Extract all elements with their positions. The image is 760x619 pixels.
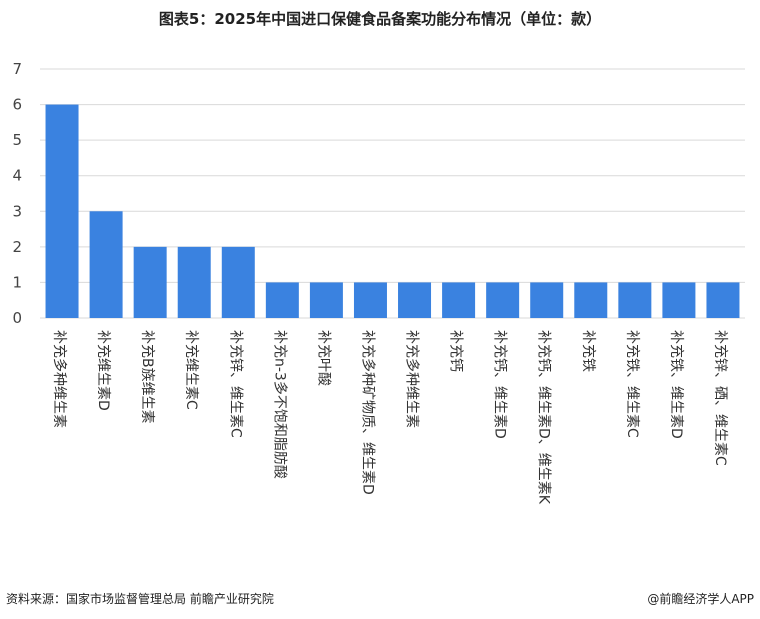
bar [177, 246, 211, 318]
bar [662, 282, 696, 318]
y-tick-label: 4 [12, 167, 22, 185]
x-axis: 补充多种维生素 补充维生素D 补充B族维生素 补充维生素C 补充锌、维生素C 补充n-3多… [51, 330, 728, 505]
x-category-label: 补充维生素C [183, 330, 199, 410]
x-category-label: 补充铁 [580, 330, 596, 372]
bar [309, 282, 343, 318]
grid-layer [40, 68, 745, 319]
y-tick-label: 0 [12, 309, 22, 327]
x-category-label: 补充多种维生素 [404, 330, 421, 428]
bars [45, 104, 740, 318]
bar [574, 282, 608, 318]
bar [45, 104, 79, 318]
brand-credit: @前瞻经济学人APP [647, 592, 754, 606]
y-tick-label: 1 [12, 273, 22, 291]
x-category-label: 补充铁、维生素C [624, 330, 640, 438]
source-note: 资料来源：国家市场监督管理总局 前瞻产业研究院 [6, 592, 274, 606]
x-category-label: 补充n-3多不饱和脂肪酸 [271, 330, 288, 479]
x-category-label: 补充多种维生素 [51, 330, 68, 428]
bar [442, 282, 476, 318]
x-category-label: 补充铁、维生素D [668, 330, 684, 439]
x-category-label: 补充锌、维生素C [227, 330, 243, 438]
y-tick-label: 2 [12, 238, 22, 256]
y-tick-label: 6 [12, 96, 22, 114]
x-category-label: 补充B族维生素 [139, 330, 155, 424]
bar [221, 246, 255, 318]
bar [89, 211, 123, 318]
bar [706, 282, 740, 318]
bar [486, 282, 520, 318]
x-category-label: 补充钙 [448, 330, 464, 372]
y-tick-label: 5 [12, 131, 22, 149]
x-category-label: 补充锌、硒、维生素C [712, 330, 728, 466]
x-category-label: 补充钙、维生素D [492, 330, 508, 439]
bar [530, 282, 564, 318]
bar [353, 282, 387, 318]
x-category-label: 补充维生素D [95, 330, 111, 411]
chart-title: 图表5：2025年中国进口保健食品备案功能分布情况（单位：款） [158, 10, 602, 28]
bar [265, 282, 299, 318]
x-category-label: 补充钙、维生素D、维生素K [536, 330, 552, 505]
x-category-label: 补充多种矿物质、维生素D [359, 330, 376, 495]
bar [398, 282, 432, 318]
x-category-label: 补充叶酸 [315, 330, 331, 386]
bar [133, 246, 167, 318]
y-tick-label: 7 [12, 60, 22, 78]
y-axis: 0 1 2 3 4 5 6 7 [12, 60, 22, 327]
bar [618, 282, 652, 318]
y-tick-label: 3 [12, 202, 22, 220]
